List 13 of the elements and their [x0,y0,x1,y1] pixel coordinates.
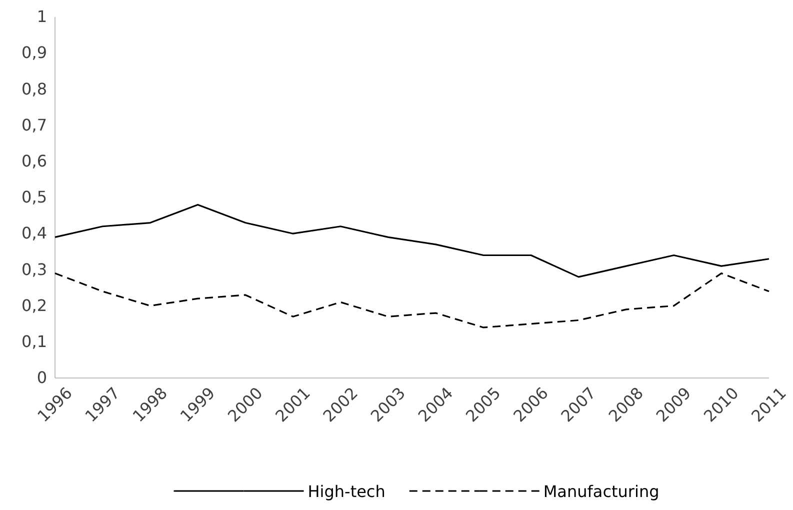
legend-label: High-tech [308,482,386,501]
y-tick-label: 0,6 [22,152,47,171]
y-tick-label: 0,9 [22,43,47,62]
y-tick-label: 1 [36,7,47,26]
y-tick-label: 0,3 [22,260,47,279]
y-tick-label: 0,8 [22,79,47,98]
y-tick-label: 0,7 [22,115,47,134]
y-tick-label: 0,1 [22,332,47,352]
y-tick-label: 0 [36,368,47,388]
y-tick-label: 0,5 [22,188,47,207]
y-tick-label: 0,4 [22,224,47,243]
legend-label: Manufacturing [543,482,660,501]
y-tick-label: 0,2 [22,296,47,315]
